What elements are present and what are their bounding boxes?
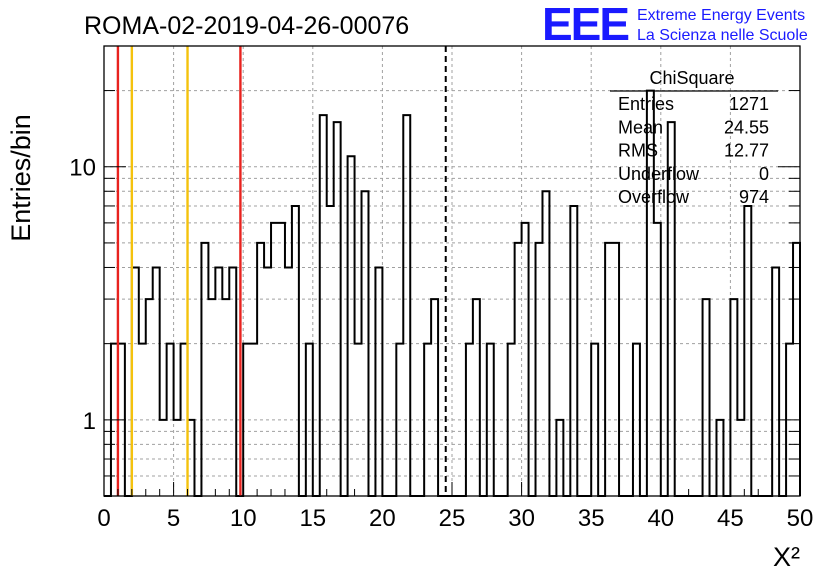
histogram-bin: [285, 267, 292, 496]
histogram-bin: [703, 299, 710, 496]
eee-logo-mark: EEE: [542, 0, 628, 50]
histogram-bin: [793, 243, 800, 496]
x-tick-label: 50: [787, 505, 814, 532]
histogram-bin: [215, 267, 222, 496]
x-tick-labels: 0 5 10 15 20 25 30 35 40 45 50: [97, 505, 813, 532]
histogram-bin: [605, 243, 612, 496]
stats-row-value: 24.55: [724, 117, 769, 137]
histogram-bin: [271, 223, 278, 496]
histogram-bin: [522, 223, 529, 496]
histogram-bin: [570, 206, 577, 496]
histogram-bin: [403, 115, 410, 496]
eee-logo: EEE Extreme Energy Events La Scienza nel…: [542, 0, 808, 50]
x-tick-label: 10: [230, 505, 257, 532]
histogram-bin: [772, 267, 779, 496]
histogram-bin: [201, 243, 208, 496]
x-tick-label: 35: [578, 505, 605, 532]
x-axis-label: X²: [773, 542, 800, 572]
stats-row-label: Mean: [618, 117, 663, 137]
histogram-bin: [473, 299, 480, 496]
histogram-bin: [431, 299, 438, 496]
x-tick-label: 25: [439, 505, 466, 532]
stats-row-label: RMS: [618, 141, 658, 161]
stats-row-value: 1271: [729, 94, 769, 114]
x-tick-label: 0: [97, 505, 110, 532]
y-axis-label: Entries/bin: [6, 114, 36, 242]
histogram-bin: [208, 299, 215, 496]
y-tick-label: 10: [69, 155, 96, 182]
x-tick-label: 20: [369, 505, 396, 532]
histogram-bin: [229, 267, 236, 496]
x-tick-label: 40: [647, 505, 674, 532]
stats-row-label: Underflow: [618, 164, 700, 184]
y-tick-labels: 1 10: [69, 155, 96, 435]
stats-row-label: Entries: [618, 94, 674, 114]
histogram-bin: [257, 243, 264, 496]
stats-title: ChiSquare: [649, 68, 734, 88]
histogram-bin: [292, 206, 299, 496]
stats-row-value: 0: [759, 164, 769, 184]
histogram-bin: [744, 206, 751, 496]
histogram-bin: [515, 243, 522, 496]
histogram-bin: [153, 267, 160, 496]
histogram-bin: [327, 206, 334, 496]
histogram-bin: [222, 299, 229, 496]
stats-box: ChiSquare Entries 1271 Mean 24.55 RMS 12.77 Und…: [610, 68, 778, 207]
histogram-bin: [612, 243, 619, 496]
histogram-bin: [375, 267, 382, 496]
histogram-bin: [264, 267, 271, 496]
y-tick-label: 1: [83, 408, 96, 435]
histogram-bin: [146, 299, 153, 496]
histogram-bin: [730, 299, 737, 496]
eee-logo-line2: La Scienza nelle Scuole: [637, 27, 808, 44]
histogram-bin: [536, 243, 543, 496]
histogram-bin: [278, 223, 285, 496]
histogram-bin: [348, 156, 355, 496]
eee-logo-line1: Extreme Energy Events: [637, 7, 805, 24]
x-tick-label: 15: [299, 505, 326, 532]
grid-lines: [104, 45, 800, 497]
stats-row-value: 974: [739, 187, 769, 207]
stats-row-value: 12.77: [724, 141, 769, 161]
x-tick-label: 5: [167, 505, 180, 532]
axis-ticks: [103, 45, 801, 497]
histogram-bin: [320, 115, 327, 496]
marker-lines: [116, 46, 447, 496]
chart-title: ROMA-02-2019-04-26-00076: [84, 12, 409, 40]
x-tick-label: 30: [508, 505, 535, 532]
stats-row-label: Overflow: [618, 187, 690, 207]
histogram-bin: [654, 223, 661, 496]
x-tick-label: 45: [717, 505, 744, 532]
